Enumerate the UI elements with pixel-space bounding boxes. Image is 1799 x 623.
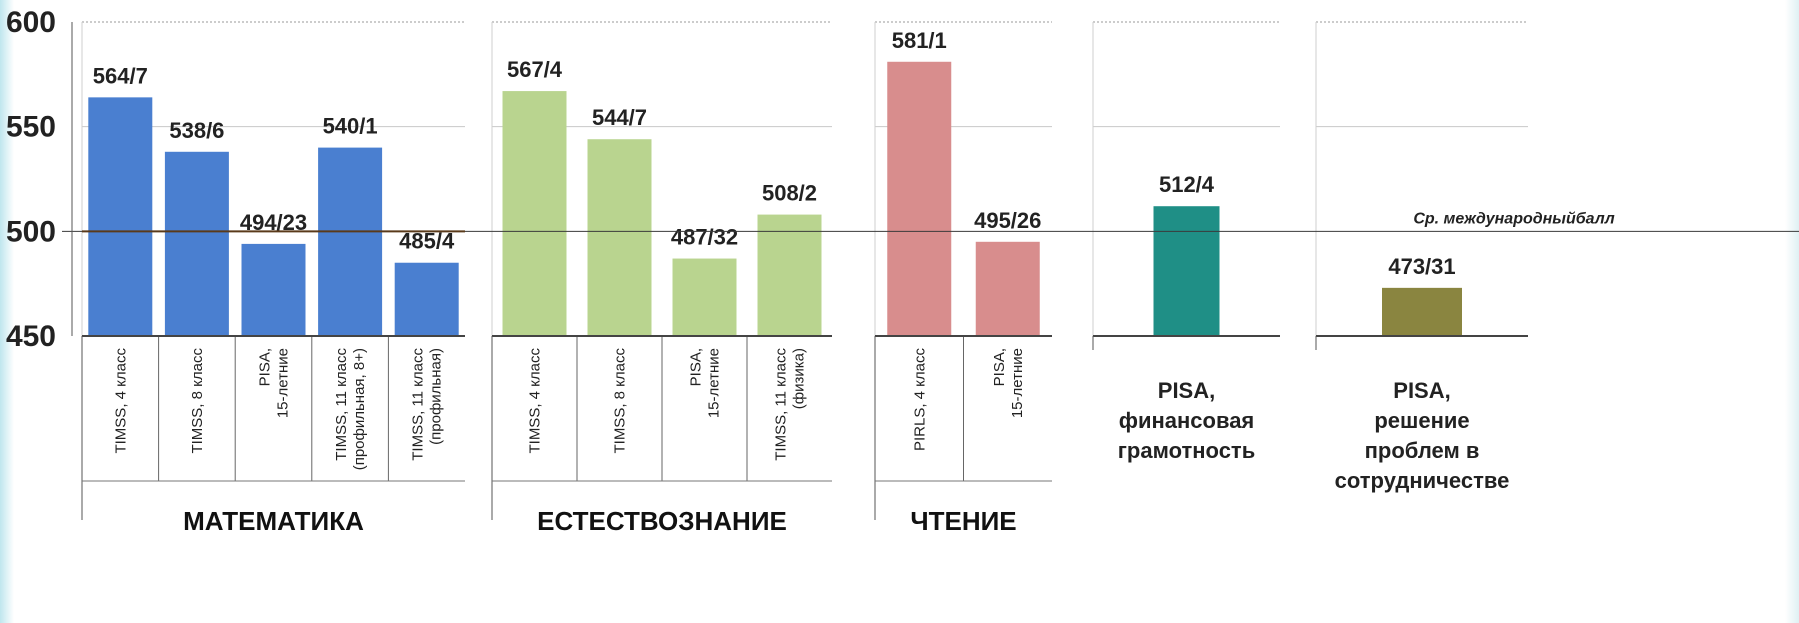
- bar: [318, 147, 383, 336]
- data-label: 567/4: [507, 57, 563, 82]
- bar: [88, 97, 153, 336]
- y-tick-label: 550: [6, 111, 56, 144]
- category-label: PISA,: [257, 348, 274, 386]
- data-label: 495/26: [974, 208, 1041, 233]
- bar: [1382, 287, 1462, 336]
- reference-line-label: Ср. международныйбалл: [1413, 210, 1614, 227]
- bar: [757, 214, 822, 336]
- category-label: (физика): [791, 348, 808, 409]
- bar: [1153, 206, 1220, 336]
- data-label: 512/4: [1159, 172, 1215, 197]
- category-label: TIMSS, 8 класс: [612, 348, 629, 454]
- data-label: 508/2: [762, 181, 817, 206]
- group-label: PISA,: [1158, 378, 1215, 403]
- group-label: сотрудничестве: [1335, 468, 1510, 493]
- category-label: 15-летние: [275, 348, 292, 418]
- category-label: (профильная): [428, 348, 445, 445]
- y-tick-label: 600: [6, 6, 56, 39]
- y-tick-label: 500: [6, 215, 56, 248]
- group-label: грамотность: [1118, 438, 1255, 463]
- category-label: TIMSS, 11 класс: [773, 348, 790, 461]
- group-label: проблем в: [1365, 438, 1480, 463]
- group-label: ЧТЕНИЕ: [910, 506, 1016, 536]
- category-label: TIMSS, 4 класс: [527, 348, 544, 454]
- data-label: 538/6: [169, 118, 224, 143]
- group-label: решение: [1374, 408, 1469, 433]
- category-label: PISA,: [991, 348, 1008, 386]
- data-label: 485/4: [399, 229, 455, 254]
- category-label: TIMSS, 11 класс: [333, 348, 350, 461]
- category-label: 15-летние: [1009, 348, 1026, 418]
- category-label: PIRLS, 4 класс: [911, 348, 928, 452]
- bar: [241, 243, 306, 336]
- bar: [502, 91, 567, 336]
- data-label: 564/7: [93, 63, 148, 88]
- category-label: TIMSS, 11 класс: [410, 348, 427, 461]
- category-label: 15-летние: [706, 348, 723, 418]
- data-label: 487/32: [671, 225, 738, 250]
- category-label: TIMSS, 4 класс: [112, 348, 129, 454]
- data-label: 544/7: [592, 105, 647, 130]
- data-label: 540/1: [323, 114, 378, 139]
- category-label: PISA,: [688, 348, 705, 386]
- group-label: PISA,: [1393, 378, 1450, 403]
- category-label: (профильная, 8+): [351, 348, 368, 470]
- bar: [164, 151, 229, 336]
- bar: [672, 258, 737, 336]
- category-label: TIMSS, 8 класс: [189, 348, 206, 454]
- bar: [587, 139, 652, 336]
- bar: [394, 262, 459, 336]
- group-label: МАТЕМАТИКА: [183, 506, 364, 536]
- y-tick-label: 450: [6, 320, 56, 353]
- group-label: ЕСТЕСТВОЗНАНИЕ: [537, 506, 787, 536]
- data-label: 581/1: [892, 28, 947, 53]
- data-label: 473/31: [1388, 254, 1455, 279]
- bar: [887, 61, 952, 336]
- group-label: финансовая: [1119, 408, 1255, 433]
- bar: [975, 241, 1040, 336]
